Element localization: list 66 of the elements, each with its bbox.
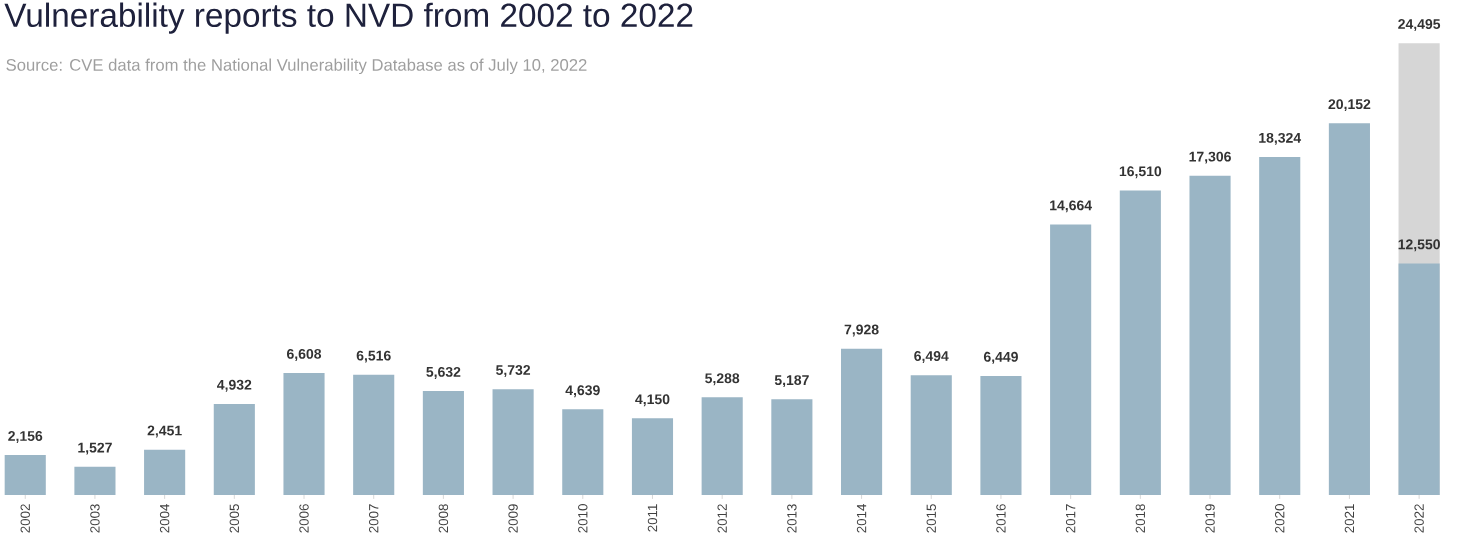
bar <box>1119 190 1161 495</box>
x-tick-label: 2008 <box>438 504 449 533</box>
x-tick-label: 2013 <box>787 504 797 533</box>
x-tick-label: 2022 <box>1414 504 1424 533</box>
x-tick-label: 2005 <box>229 504 240 533</box>
bar <box>1050 224 1092 495</box>
data-label: 2,156 <box>8 431 43 443</box>
x-tick-label: 2006 <box>299 504 309 533</box>
bar <box>4 455 46 495</box>
bar <box>701 397 743 495</box>
x-tick-label: 2003 <box>90 504 100 533</box>
bar <box>1259 156 1301 495</box>
bar <box>422 391 464 495</box>
data-label: 24,495 <box>1398 19 1441 32</box>
data-label: 12,550 <box>1398 239 1440 252</box>
bar <box>353 374 395 495</box>
data-label: 5,288 <box>705 373 740 386</box>
bar <box>492 389 534 495</box>
bar <box>1328 123 1370 495</box>
data-label: 14,664 <box>1050 200 1092 213</box>
bar <box>771 399 813 495</box>
data-label: 6,608 <box>287 348 322 361</box>
x-tick-label: 2002 <box>20 504 30 533</box>
x-tick-label: 2015 <box>926 504 936 533</box>
x-tick-label: 2019 <box>1205 504 1215 533</box>
bar <box>1189 175 1231 495</box>
data-label: 4,639 <box>565 385 600 398</box>
x-tick-label: 2016 <box>996 504 1006 533</box>
bar <box>74 466 116 495</box>
bar <box>562 409 604 495</box>
data-label: 6,516 <box>356 350 391 363</box>
data-label: 16,510 <box>1119 166 1162 179</box>
x-tick-label: 2014 <box>856 503 867 533</box>
bar <box>631 418 674 495</box>
data-label: 5,632 <box>426 366 461 379</box>
data-label: 4,932 <box>217 379 252 392</box>
x-tick-label: 2004 <box>159 503 170 533</box>
x-tick-label: 2007 <box>368 504 379 533</box>
x-tick-label: 2012 <box>717 504 727 533</box>
bar <box>144 449 186 495</box>
chart-title: Vulnerability reports to NVD from 2002 to 2022 <box>4 2 693 34</box>
bar <box>980 375 1022 495</box>
data-label: 6,494 <box>914 351 949 363</box>
data-label: 17,306 <box>1189 151 1231 164</box>
text: Source: CVE data from the National Vulnerability Database as of July 10, 2022 <box>6 58 587 75</box>
bar <box>1398 263 1440 495</box>
bar <box>283 373 325 495</box>
data-label: 5,732 <box>496 365 531 378</box>
x-tick-label: 2018 <box>1135 504 1146 533</box>
x-tick-label: 2021 <box>1344 504 1355 533</box>
data-label: 20,152 <box>1328 99 1371 112</box>
data-label: 18,324 <box>1259 132 1302 145</box>
data-label: 1,527 <box>78 442 112 455</box>
data-label: 5,187 <box>774 375 809 388</box>
data-label: 4,150 <box>635 394 670 407</box>
bar <box>213 403 255 495</box>
bar <box>910 375 952 495</box>
x-tick-label: 2009 <box>508 504 518 533</box>
x-tick-label: 2017 <box>1065 504 1076 533</box>
x-tick-label: 2011 <box>647 504 658 532</box>
data-label: 6,449 <box>983 351 1018 364</box>
data-label: 2,451 <box>147 425 182 438</box>
bar <box>841 348 883 495</box>
x-tick-label: 2020 <box>1275 504 1285 533</box>
x-tick-label: 2010 <box>578 504 588 533</box>
data-label: 7,928 <box>844 324 879 337</box>
